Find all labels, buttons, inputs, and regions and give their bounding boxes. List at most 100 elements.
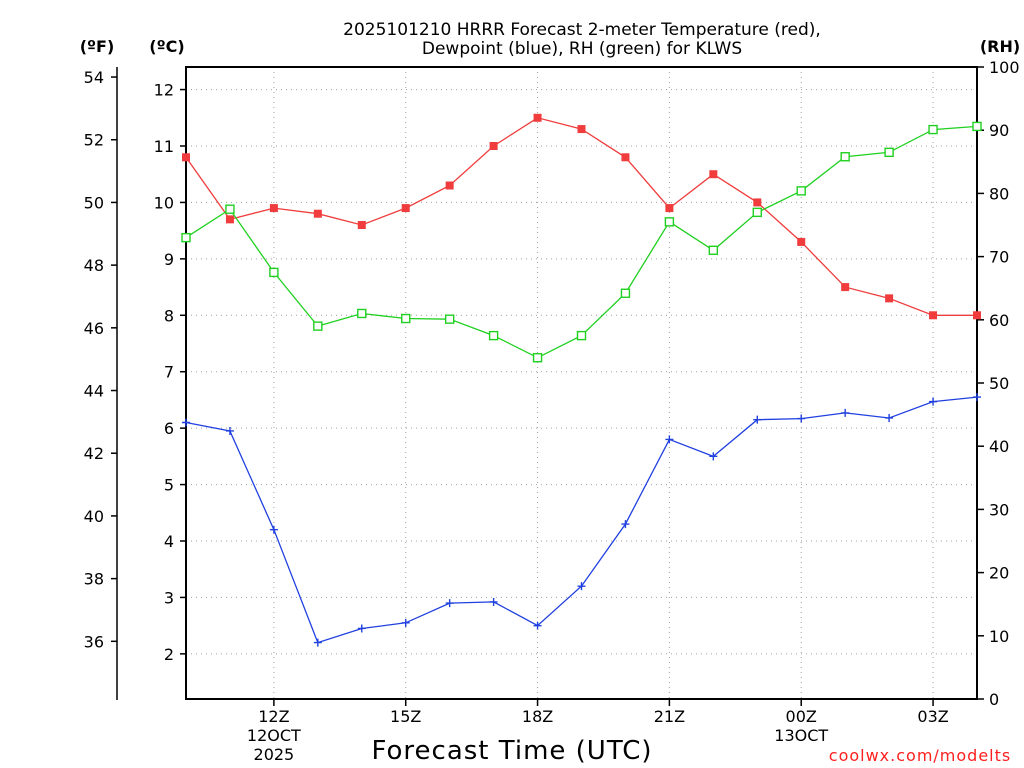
rh-point [225, 204, 235, 214]
temperature-point [182, 153, 190, 162]
x-tick-label: 2025 [254, 745, 295, 764]
x-tick-label: 21Z [654, 707, 685, 726]
rh-point [972, 121, 982, 132]
rh-tick-label: 30 [989, 500, 1009, 519]
celsius-tick-label: 11 [154, 137, 174, 156]
rh-point [664, 217, 675, 227]
x-axis-label: Forecast Time (UTC) [371, 736, 652, 766]
dewpoint-point [269, 525, 278, 534]
dewpoint-point [489, 597, 498, 606]
axes: 2 3 4 5 6 7 8 9 10 11 12 36 38 40 42 44 46 48 50 52 54 0 10 20 3… [84, 58, 1020, 764]
celsius-tick-label: 10 [154, 193, 174, 212]
fahrenheit-tick-label: 38 [84, 570, 104, 589]
temperature-point [533, 113, 542, 122]
temperature-point [445, 181, 454, 190]
x-tick-label: 00Z [786, 707, 817, 726]
rh-tick-label: 0 [989, 690, 999, 709]
dewpoint-point [533, 621, 542, 630]
dewpoint-point [577, 582, 586, 591]
x-tick-label: 18Z [522, 707, 553, 726]
rh-point [752, 207, 762, 218]
plot-frame [185, 66, 978, 700]
rh-tick-label: 70 [989, 248, 1009, 267]
celsius-tick-label: 4 [164, 532, 174, 551]
dewpoint-point [973, 393, 981, 402]
rh-point [796, 186, 806, 196]
temperature-point [665, 204, 674, 213]
temperature-point [621, 153, 630, 162]
grid [186, 67, 977, 699]
celsius-tick-label: 6 [164, 419, 174, 438]
fahrenheit-tick-label: 50 [84, 193, 104, 212]
dewpoint-point [709, 452, 718, 461]
rh-tick-label: 90 [989, 121, 1009, 140]
rh-point [444, 314, 455, 324]
rh-point [313, 321, 323, 331]
rh-point [840, 152, 850, 162]
rh-tick-label: 80 [989, 184, 1009, 203]
rh-point [620, 288, 631, 298]
fahrenheit-tick-label: 42 [84, 444, 104, 463]
temperature-point [269, 204, 278, 213]
rh-unit-label: (RH) [980, 37, 1020, 56]
x-tick-label: 12Z [258, 707, 289, 726]
rh-tick-label: 20 [989, 564, 1009, 583]
temperature-point [401, 204, 410, 213]
x-tick-label: 15Z [390, 707, 421, 726]
dewpoint-point [445, 599, 454, 608]
rh-point [708, 245, 719, 255]
fahrenheit-tick-label: 54 [84, 68, 104, 87]
temperature-point [973, 311, 981, 320]
series-dewpoint [182, 393, 981, 647]
series-temperature [182, 113, 981, 320]
rh-point [269, 267, 279, 278]
celsius-tick-label: 5 [164, 476, 174, 495]
dewpoint-point [665, 435, 674, 444]
rh-point [576, 330, 587, 341]
rh-tick-label: 40 [989, 437, 1009, 456]
temperature-point [313, 209, 322, 218]
temperature-point [885, 294, 894, 303]
rh-point [532, 353, 543, 363]
fahrenheit-tick-label: 44 [84, 382, 104, 401]
chart-title: 2025101210 HRRR Forecast 2-meter Tempera… [343, 20, 821, 40]
dewpoint-point [313, 638, 322, 647]
dewpoint-point [841, 408, 850, 417]
rh-tick-label: 60 [989, 311, 1009, 330]
celsius-tick-label: 3 [164, 588, 174, 607]
x-tick-label: 12OCT [247, 726, 301, 745]
dewpoint-point [182, 418, 190, 427]
dewpoint-point [885, 413, 894, 422]
fahrenheit-tick-label: 48 [84, 256, 104, 275]
celsius-tick-label: 8 [164, 306, 174, 325]
dewpoint-point [621, 520, 630, 529]
temperature-point [577, 125, 586, 134]
celsius-tick-label: 7 [164, 363, 174, 382]
temperature-point [709, 170, 718, 179]
dewpoint-point [357, 624, 366, 633]
fahrenheit-unit-label: (ºF) [80, 37, 115, 56]
temperature-point [841, 283, 850, 292]
temperature-point [753, 198, 762, 207]
celsius-unit-label: (ºC) [149, 37, 184, 56]
temperature-point [929, 311, 938, 320]
temperature-point [797, 237, 806, 246]
rh-point [401, 313, 411, 324]
x-tick-label: 13OCT [774, 726, 828, 745]
rh-tick-label: 100 [989, 58, 1020, 77]
fahrenheit-tick-label: 36 [84, 632, 104, 651]
temperature-line [185, 117, 977, 316]
dewpoint-point [753, 415, 762, 424]
data-series [181, 113, 982, 647]
rh-point [488, 330, 499, 341]
series-rh [181, 121, 982, 363]
fahrenheit-tick-label: 52 [84, 131, 104, 150]
rh-point [181, 232, 191, 243]
temperature-point [357, 221, 366, 229]
credit-link[interactable]: coolwx.com/modelts [829, 746, 1011, 765]
x-tick-label: 03Z [917, 707, 948, 726]
rh-point [884, 147, 894, 158]
dewpoint-point [401, 618, 410, 627]
rh-point [357, 308, 367, 319]
